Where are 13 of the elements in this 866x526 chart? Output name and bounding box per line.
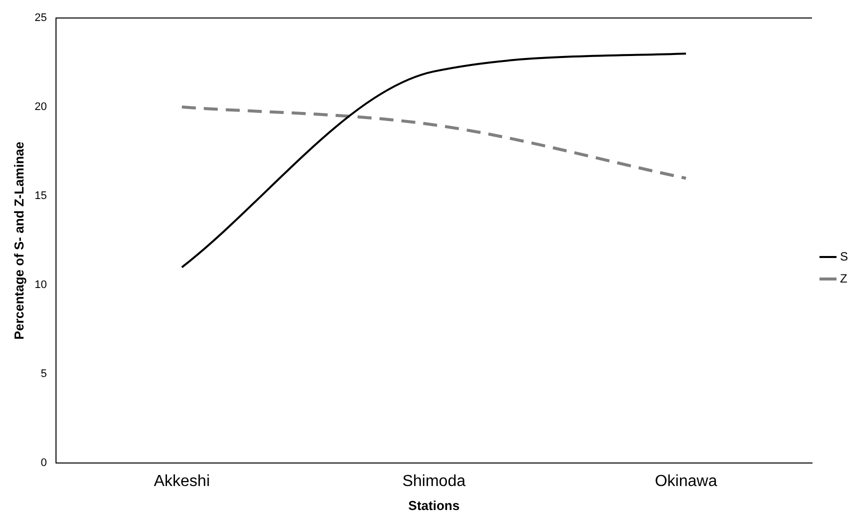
- y-tick-label: 20: [34, 101, 47, 114]
- y-axis-title: Percentage of S- and Z-Laminae: [11, 142, 26, 340]
- y-tick-label: 10: [34, 279, 47, 292]
- y-tick-label: 5: [40, 368, 47, 380]
- legend-label: Z: [840, 271, 848, 286]
- x-tick-label: Okinawa: [654, 473, 718, 490]
- x-tick-label: Shimoda: [402, 473, 466, 490]
- y-tick-label: 25: [34, 12, 47, 24]
- x-axis-title: Stations: [408, 498, 460, 513]
- x-tick-label: Akkeshi: [154, 473, 210, 490]
- y-tick-label: 15: [34, 190, 47, 202]
- y-tick-label: 0: [40, 457, 47, 470]
- legend-label: S: [840, 249, 848, 264]
